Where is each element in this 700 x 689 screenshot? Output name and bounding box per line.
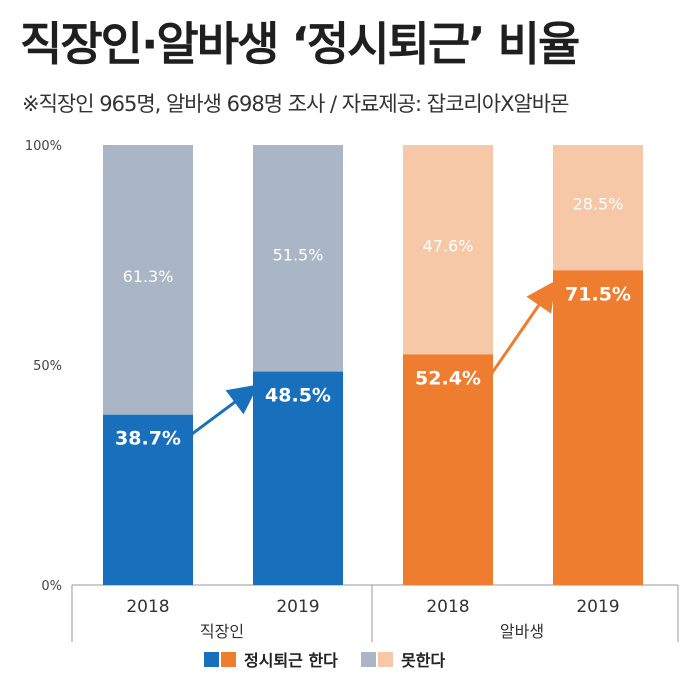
data-label-doesnt: 28.5% — [573, 195, 624, 214]
y-tick-label: 0% — [41, 579, 62, 594]
trend-arrow — [489, 280, 556, 376]
y-tick-label: 100% — [25, 139, 62, 154]
x-tick-label: 2019 — [576, 597, 619, 617]
data-label-doesnt: 61.3% — [123, 267, 174, 286]
chart-title: 직장인·알바생 ‘정시퇴근’ 비율 — [20, 17, 580, 71]
group-label: 직장인 — [200, 622, 244, 641]
data-label-doesnt: 51.5% — [273, 245, 324, 264]
bar-segment-doesnt — [553, 145, 643, 271]
legend-swatch-doesnt — [361, 652, 376, 667]
legend-swatch-does — [221, 652, 236, 667]
bar-segment-does — [253, 371, 343, 585]
chart-subtitle: ※직장인 965명, 알바생 698명 조사 / 자료제공: 잡코리아X알바몬 — [22, 92, 569, 116]
trend-arrow — [190, 384, 259, 436]
data-label-doesnt: 47.6% — [423, 237, 474, 256]
legend-swatch-does — [204, 652, 219, 667]
bar-segment-doesnt — [103, 145, 193, 415]
x-tick-label: 2018 — [426, 597, 469, 617]
legend-label: 정시퇴근 한다 — [244, 651, 338, 670]
y-tick-label: 50% — [33, 359, 62, 374]
data-label-does: 52.4% — [415, 367, 481, 389]
legend-label: 못한다 — [401, 651, 445, 670]
bar-segment-does — [403, 354, 493, 585]
data-label-does: 48.5% — [265, 385, 331, 407]
legend-swatch-doesnt — [378, 652, 393, 667]
bar-segment-doesnt — [253, 145, 343, 372]
data-label-does: 38.7% — [115, 428, 181, 450]
bar-segment-does — [553, 270, 643, 585]
x-tick-label: 2018 — [126, 597, 169, 617]
bar-segment-doesnt — [403, 145, 493, 355]
x-tick-label: 2019 — [276, 597, 319, 617]
group-label: 알바생 — [500, 622, 544, 641]
bar-segment-does — [103, 414, 193, 585]
data-label-does: 71.5% — [565, 283, 631, 305]
